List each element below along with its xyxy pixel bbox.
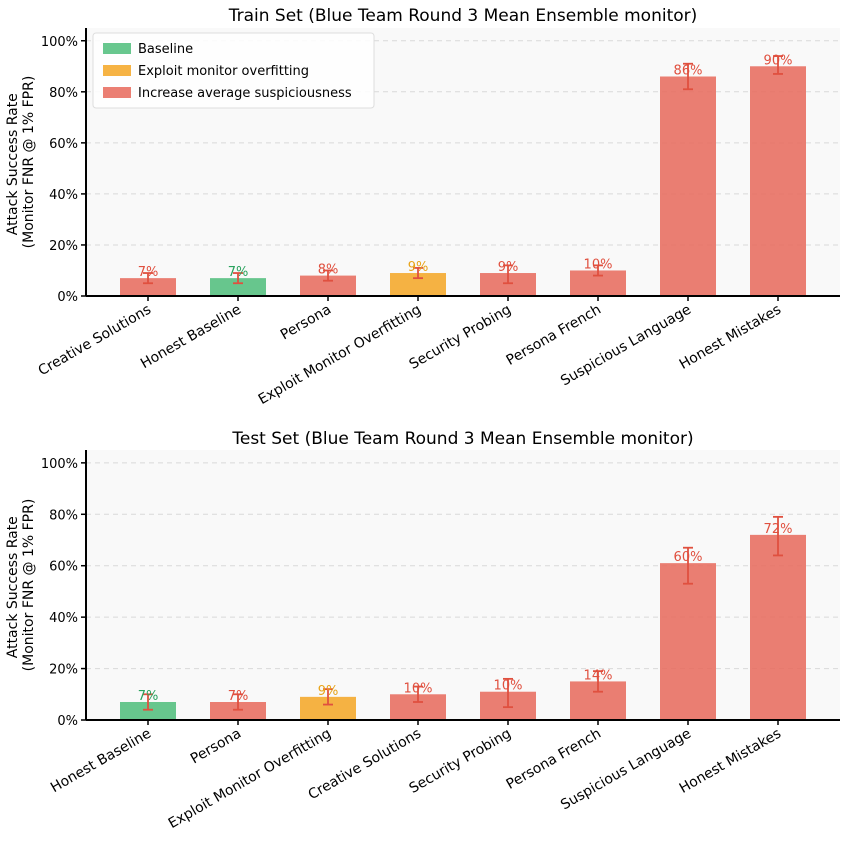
error-bar-persona-french [593, 670, 603, 693]
error-bar-security-probing [503, 264, 513, 285]
x-tick-label-persona: Persona [188, 726, 244, 768]
y-tick-labels: 0% 20% 40% 60% 80% 100% [41, 457, 86, 729]
error-bar-exploit-monitor-overfitting [323, 688, 333, 706]
value-label-suspicious-language: 86% [674, 63, 703, 78]
legend-label-exploit: Exploit monitor overfitting [138, 64, 309, 79]
legend-label-suspiciousness: Increase average suspiciousness [138, 86, 352, 101]
error-bars [143, 55, 783, 285]
value-label-creative-solutions: 10% [404, 681, 433, 696]
value-labels: 7% 7% 9% 10% 10% 14% 60% 72% [138, 522, 793, 704]
value-label-honest-baseline: 7% [138, 689, 159, 704]
y-axis-label-line2: (Monitor FNR @ 1% FPR) [21, 499, 37, 672]
value-label-security-probing: 10% [494, 679, 523, 694]
value-label-creative-solutions: 7% [138, 265, 159, 280]
y-axis-label-line1: Attack Success Rate [5, 516, 21, 658]
value-label-honest-baseline: 7% [228, 265, 249, 280]
y-tick-label-0: 0% [57, 290, 78, 305]
error-bar-creative-solutions [143, 272, 153, 285]
train-chart: 7% 7% 8% 9% 9% 10% 86% 90% 0% 20% 40% 60% 80% 100% C… [5, 6, 840, 408]
value-label-honest-mistakes: 90% [764, 53, 793, 68]
y-tick-label-60: 60% [49, 560, 78, 575]
x-tick-label-honest-baseline: Honest Baseline [138, 302, 244, 372]
x-tick-label-security-probing: Security Probing [407, 726, 514, 797]
value-label-security-probing: 9% [498, 260, 519, 275]
legend-swatch-exploit [103, 65, 131, 76]
error-bar-honest-baseline [143, 693, 153, 711]
y-tick-label-80: 80% [49, 86, 78, 101]
value-label-persona: 8% [318, 263, 339, 278]
error-bar-persona [323, 269, 333, 282]
error-bar-suspicious-language [683, 546, 693, 585]
bar-persona [300, 275, 356, 296]
chart-title: Test Set (Blue Team Round 3 Mean Ensembl… [231, 429, 693, 449]
test-chart: 7% 7% 9% 10% 10% 14% 60% 72% 0% 20% 40% 60% 80% 100%… [5, 429, 840, 832]
y-axis-label: Attack Success Rate (Monitor FNR @ 1% FP… [5, 76, 37, 249]
value-label-exploit-monitor-overfitting: 9% [408, 260, 429, 275]
bar-suspicious-language [660, 76, 716, 296]
bar-exploit-monitor-overfitting [390, 273, 446, 296]
error-bar-persona-french [593, 264, 603, 277]
error-bar-exploit-monitor-overfitting [413, 267, 423, 280]
value-label-exploit-monitor-overfitting: 9% [318, 684, 339, 699]
bar-creative-solutions [120, 278, 176, 296]
x-tick-label-security-probing: Security Probing [407, 302, 514, 373]
y-tick-label-60: 60% [49, 137, 78, 152]
x-tick-label-honest-mistakes: Honest Mistakes [677, 726, 784, 797]
error-bars [143, 515, 783, 711]
error-bar-persona [233, 693, 243, 711]
y-tick-label-40: 40% [49, 188, 78, 203]
bar-security-probing [480, 273, 536, 296]
error-bar-honest-mistakes [773, 55, 783, 75]
y-tick-label-0: 0% [57, 714, 78, 729]
x-tick-label-creative-solutions: Creative Solutions [36, 302, 154, 380]
y-axis-label-line1: Attack Success Rate [5, 93, 21, 235]
y-tick-label-20: 20% [49, 663, 78, 678]
value-label-honest-mistakes: 72% [764, 522, 793, 537]
y-axis-label-line2: (Monitor FNR @ 1% FPR) [21, 76, 37, 249]
y-tick-labels: 0% 20% 40% 60% 80% 100% [41, 35, 86, 305]
bar-honest-mistakes [750, 534, 806, 720]
y-tick-label-100: 100% [41, 35, 78, 50]
plot-area-background [86, 450, 840, 720]
error-bar-creative-solutions [413, 685, 423, 703]
x-tick-label-exploit-monitor-overfitting: Exploit Monitor Overfitting [166, 726, 334, 832]
bar-exploit-monitor-overfitting [300, 696, 356, 720]
error-bar-honest-mistakes [773, 515, 783, 557]
legend-swatch-suspiciousness [103, 87, 131, 98]
y-axis-label: Attack Success Rate (Monitor FNR @ 1% FP… [5, 499, 37, 672]
legend-swatch-baseline [103, 43, 131, 54]
legend-box [92, 32, 375, 109]
x-tick-label-persona: Persona [278, 302, 334, 344]
bar-honest-mistakes [750, 66, 806, 297]
legend-label-baseline: Baseline [138, 42, 193, 57]
legend: Baseline Exploit monitor overfitting Inc… [92, 32, 375, 109]
x-tick-label-exploit-monitor-overfitting: Exploit Monitor Overfitting [256, 302, 424, 408]
value-label-persona-french: 14% [584, 668, 613, 683]
error-bar-suspicious-language [683, 62, 693, 91]
bar-honest-baseline [210, 278, 266, 296]
chart-title: Train Set (Blue Team Round 3 Mean Ensemb… [228, 6, 698, 26]
value-labels: 7% 7% 8% 9% 9% 10% 86% 90% [138, 53, 793, 280]
y-tick-label-100: 100% [41, 457, 78, 472]
y-tick-label-20: 20% [49, 239, 78, 254]
value-label-persona-french: 10% [584, 257, 613, 272]
error-bar-security-probing [503, 677, 513, 709]
x-tick-label-honest-mistakes: Honest Mistakes [677, 302, 784, 373]
y-tick-label-80: 80% [49, 508, 78, 523]
value-label-suspicious-language: 60% [674, 550, 703, 565]
x-tick-label-honest-baseline: Honest Baseline [48, 726, 154, 796]
value-label-persona: 7% [228, 689, 249, 704]
y-tick-label-40: 40% [49, 611, 78, 626]
bar-persona [210, 702, 266, 720]
bar-suspicious-language [660, 563, 716, 720]
bar-honest-baseline [120, 702, 176, 720]
error-bar-honest-baseline [233, 272, 243, 285]
